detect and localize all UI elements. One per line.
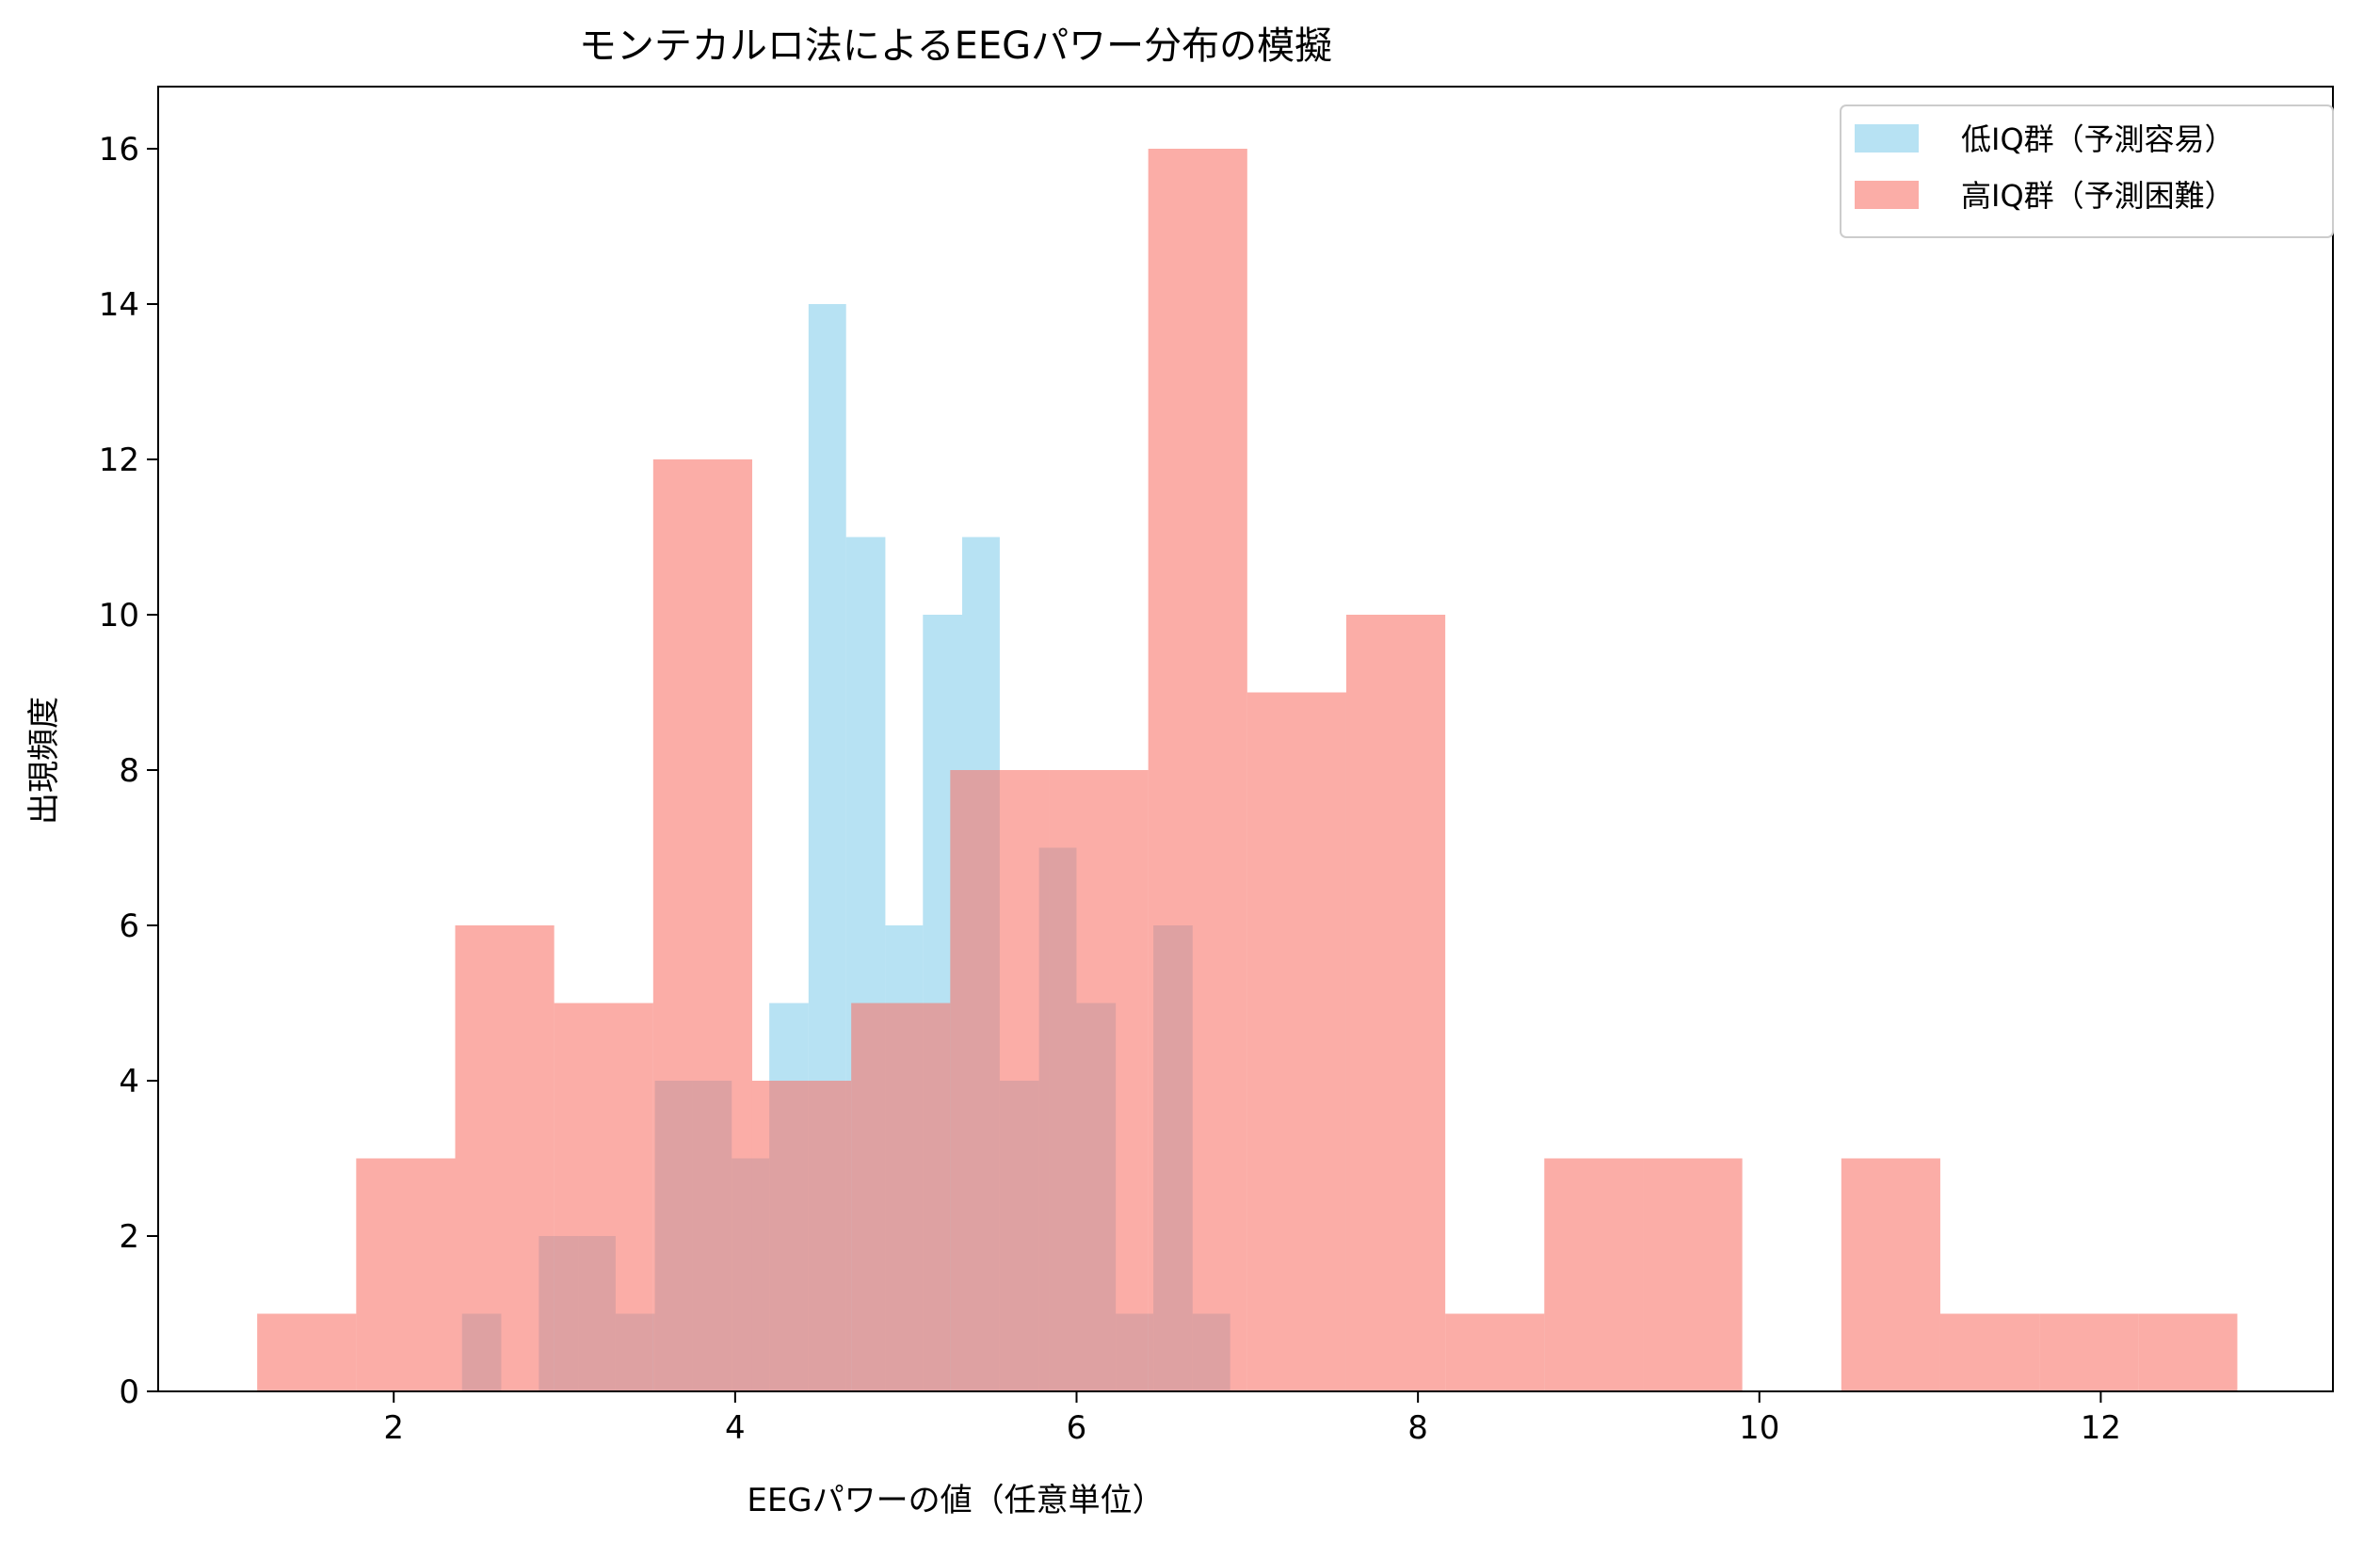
y-tick-label: 0 <box>119 1373 139 1411</box>
x-tick-label: 10 <box>1739 1409 1779 1447</box>
series-2-bar-13 <box>1445 1313 1545 1391</box>
legend-box <box>1840 104 2334 238</box>
x-tick-label: 2 <box>383 1409 404 1447</box>
x-tick-label: 4 <box>725 1409 746 1447</box>
series-2-bar-20 <box>2138 1313 2238 1391</box>
series-2-bar-6 <box>751 1081 852 1391</box>
y-tick-label: 16 <box>99 131 139 169</box>
y-tick-label: 8 <box>119 752 139 790</box>
bars-layer <box>257 149 2238 1391</box>
series-2-bar-9 <box>1049 770 1149 1391</box>
series-2-bar-19 <box>2039 1313 2139 1391</box>
series-2-bar-10 <box>1148 149 1247 1391</box>
x-axis: 2 4 6 8 10 12 <box>383 1391 2121 1447</box>
series-2-bar-14 <box>1544 1158 1644 1391</box>
series-2-bar-2 <box>356 1158 456 1391</box>
series-2-bar-12 <box>1345 615 1446 1391</box>
y-tick-label: 2 <box>119 1218 139 1256</box>
y-tick-label: 4 <box>119 1063 139 1100</box>
series-2-bar-3 <box>455 925 555 1391</box>
series-2-bar-11 <box>1246 692 1346 1391</box>
series-2-bar-4 <box>554 1003 653 1391</box>
series-2-bar-18 <box>1939 1313 2040 1391</box>
x-tick-label: 6 <box>1067 1409 1087 1447</box>
chart-title: モンテカルロ法によるEEGパワー分布の模擬 <box>579 24 1332 68</box>
legend-swatch-2 <box>1855 181 1919 209</box>
x-tick-label: 8 <box>1407 1409 1428 1447</box>
legend: 低IQ群（予測容易） 高IQ群（予測困難） <box>1840 104 2334 238</box>
plot-frame <box>157 86 2334 1392</box>
y-tick-label: 12 <box>99 442 139 479</box>
y-tick-label: 10 <box>99 597 139 634</box>
series-2-bar-5 <box>652 459 752 1391</box>
y-tick-label: 14 <box>99 286 139 324</box>
legend-swatch-1 <box>1855 124 1919 153</box>
x-tick-label: 12 <box>2081 1409 2121 1447</box>
series-2 <box>257 149 2238 1391</box>
legend-label-2: 高IQ群（予測困難） <box>1961 178 2235 214</box>
y-axis: 0 2 4 6 8 10 12 14 16 <box>99 131 158 1411</box>
series-2-bar-17 <box>1841 1158 1940 1391</box>
series-2-bar-15 <box>1643 1158 1743 1391</box>
series-2-bar-1 <box>257 1313 357 1391</box>
x-axis-label: EEGパワーの値（任意単位） <box>747 1482 1164 1519</box>
y-tick-label: 6 <box>119 908 139 945</box>
series-2-bar-7 <box>851 1003 951 1391</box>
y-axis-label: 出現頻度 <box>25 697 63 825</box>
legend-label-1: 低IQ群（予測容易） <box>1961 121 2235 157</box>
series-2-bar-8 <box>950 770 1050 1391</box>
